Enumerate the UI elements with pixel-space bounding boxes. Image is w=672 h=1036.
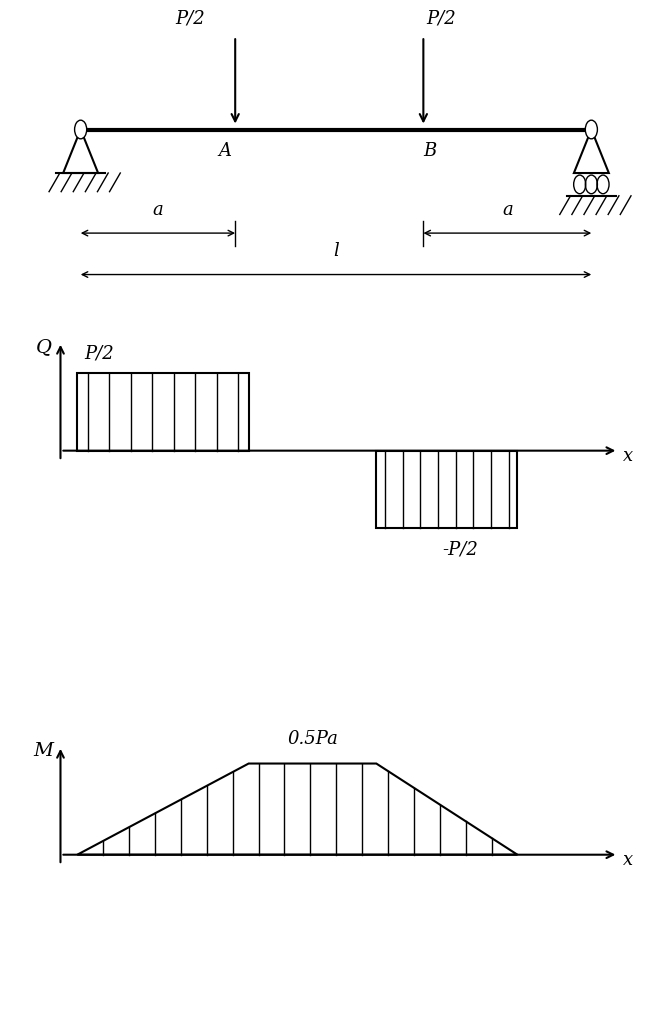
Text: 0.5Pa: 0.5Pa — [287, 730, 338, 748]
Text: x: x — [623, 447, 634, 465]
Text: Q: Q — [36, 338, 52, 356]
Circle shape — [585, 120, 597, 139]
Text: -P/2: -P/2 — [442, 541, 478, 558]
Text: a: a — [502, 201, 513, 219]
Text: B: B — [423, 142, 437, 160]
Text: P/2: P/2 — [175, 10, 205, 28]
Text: l: l — [333, 242, 339, 260]
Text: M: M — [34, 742, 54, 760]
Text: P/2: P/2 — [427, 10, 456, 28]
Circle shape — [75, 120, 87, 139]
Text: a: a — [153, 201, 163, 219]
Text: x: x — [623, 851, 634, 869]
Text: A: A — [218, 142, 232, 160]
Text: P/2: P/2 — [84, 345, 114, 363]
